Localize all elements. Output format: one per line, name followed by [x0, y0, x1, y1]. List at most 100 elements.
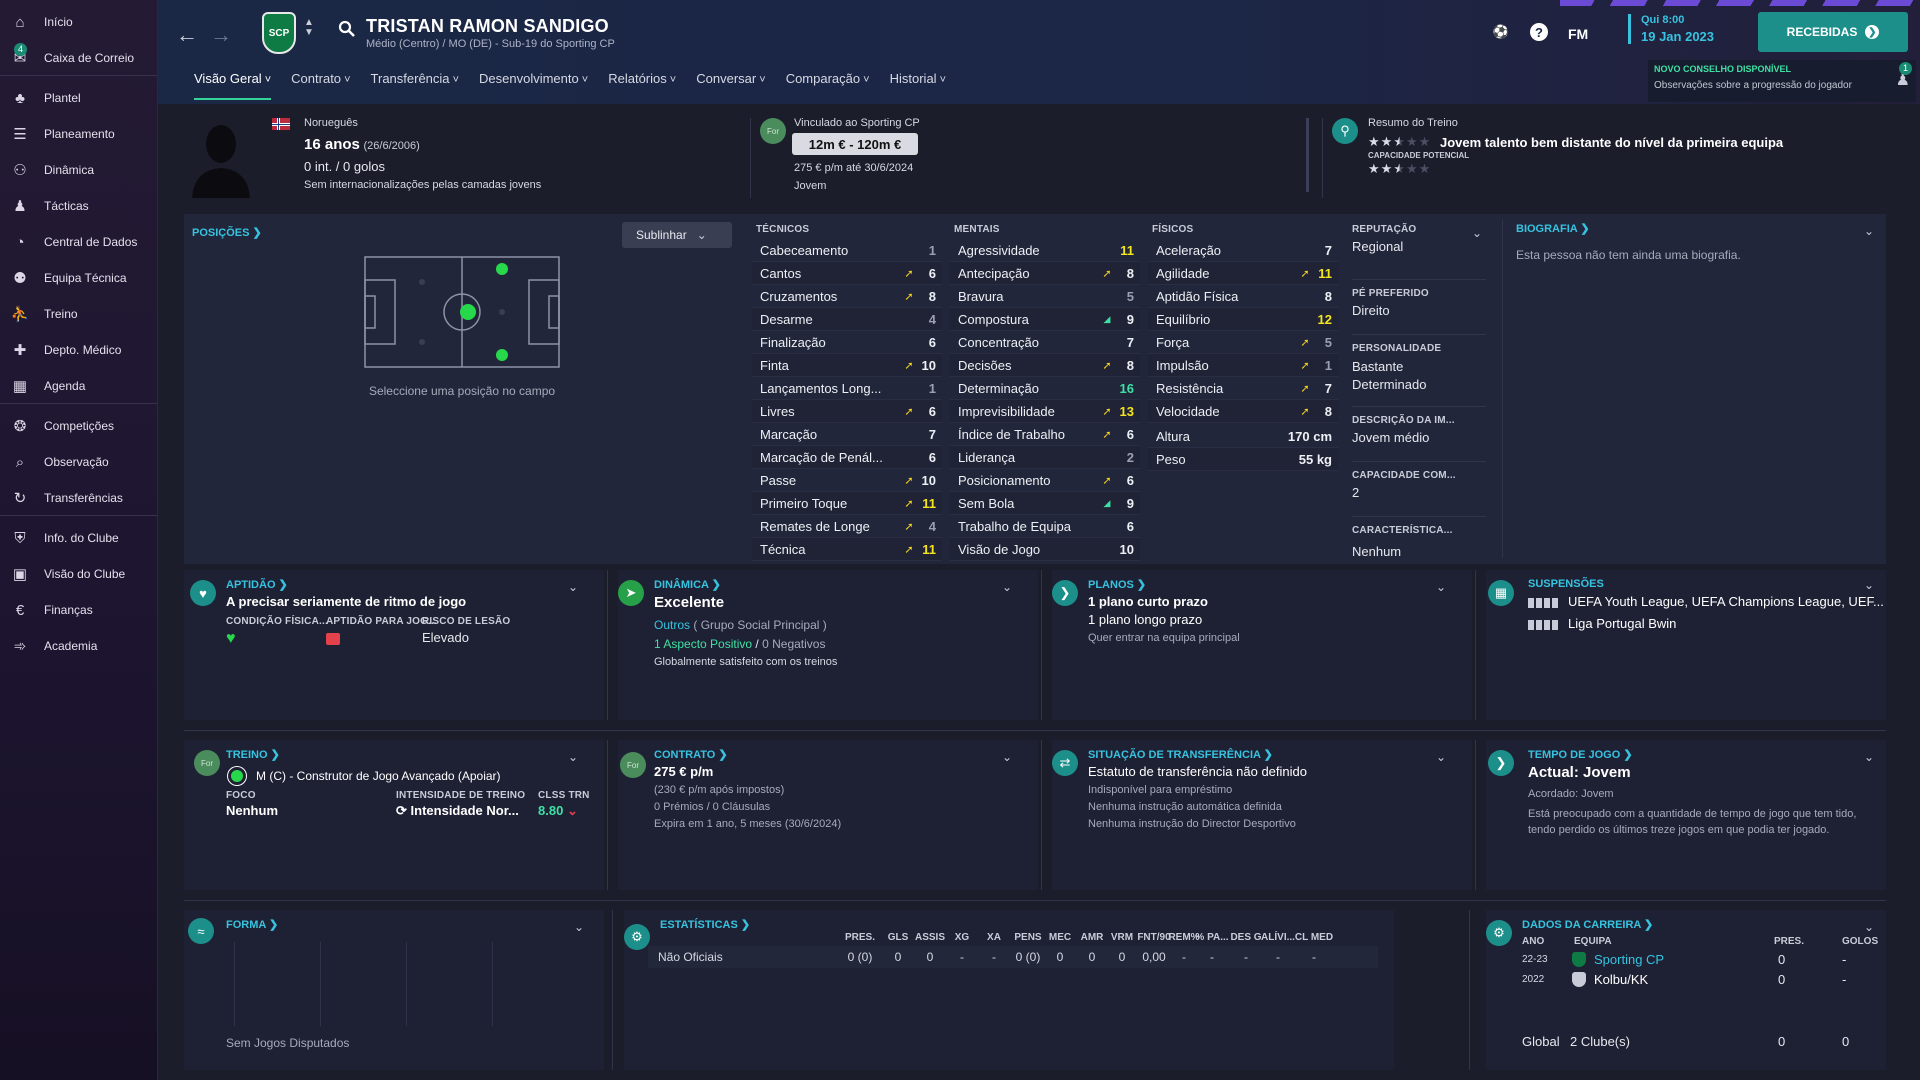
- attribute-row[interactable]: Resistência ➚ 7: [1148, 377, 1338, 400]
- transfer-status-link[interactable]: SITUAÇÃO DE TRANSFERÊNCIA ❯: [1088, 749, 1273, 761]
- tab-4[interactable]: Relatórios ˅: [598, 64, 686, 100]
- chevron-down-icon[interactable]: ⌄: [1436, 580, 1447, 594]
- attribute-row[interactable]: Liderança 2: [950, 446, 1140, 469]
- statistics-link[interactable]: ESTATÍSTICAS ❯: [660, 919, 751, 931]
- chevron-down-icon[interactable]: ⌄: [1864, 578, 1875, 592]
- nationality[interactable]: Norueguês: [304, 117, 358, 129]
- tab-2[interactable]: Transferência ˅: [361, 64, 469, 100]
- stats-column-header[interactable]: % PA...: [1195, 932, 1229, 943]
- attribute-row[interactable]: Índice de Trabalho ➚ 6: [950, 423, 1140, 446]
- chevron-down-icon[interactable]: ⌄: [1864, 920, 1875, 934]
- stats-column-header[interactable]: DES G: [1230, 932, 1262, 943]
- sidebar-item-transferencias[interactable]: ↻ Transferências: [0, 480, 157, 516]
- attribute-row[interactable]: Cruzamentos ➚ 8: [752, 285, 942, 308]
- sidebar-item-visao-do-clube[interactable]: ▣ Visão do Clube: [0, 556, 157, 592]
- attribute-row[interactable]: Desarme 4: [752, 308, 942, 331]
- attribute-row[interactable]: Primeiro Toque ➚ 11: [752, 492, 942, 515]
- sidebar-item-plantel[interactable]: ♣ Plantel: [0, 80, 157, 116]
- highlight-dropdown[interactable]: Sublinhar ⌄: [622, 222, 732, 248]
- attribute-row[interactable]: Imprevisibilidade ➚ 13: [950, 400, 1140, 423]
- attribute-row[interactable]: Aptidão Física 8: [1148, 285, 1338, 308]
- chevron-down-icon[interactable]: ⌄: [1002, 750, 1013, 764]
- back-arrow-icon[interactable]: ←: [176, 22, 198, 47]
- stats-column-header[interactable]: XA: [987, 932, 1001, 943]
- attribute-row[interactable]: Técnica ➚ 11: [752, 538, 942, 561]
- attribute-row[interactable]: Sem Bola ◢ 9: [950, 492, 1140, 515]
- stats-column-header[interactable]: CL MED: [1294, 932, 1334, 943]
- attribute-row[interactable]: Bravura 5: [950, 285, 1140, 308]
- training-summary-title[interactable]: Resumo do Treino: [1368, 117, 1458, 129]
- attribute-row[interactable]: Posicionamento ➚ 6: [950, 469, 1140, 492]
- attribute-row[interactable]: Força ➚ 5: [1148, 331, 1338, 354]
- club-crest[interactable]: SCP: [262, 12, 296, 54]
- attribute-row[interactable]: Velocidade ➚ 8: [1148, 400, 1338, 423]
- tab-6[interactable]: Comparação ˅: [776, 64, 880, 100]
- attribute-row[interactable]: Equilíbrio 12: [1148, 308, 1338, 331]
- stats-column-header[interactable]: PENS: [1014, 932, 1042, 943]
- chevron-down-icon[interactable]: ⌄: [574, 920, 585, 934]
- contract-link[interactable]: CONTRATO ❯: [654, 749, 728, 761]
- forward-arrow-icon[interactable]: →: [210, 22, 232, 47]
- sidebar-item-tacticas[interactable]: ♟ Tácticas: [0, 188, 157, 224]
- stats-row[interactable]: Não Oficiais: [648, 946, 1378, 968]
- tab-7[interactable]: Historial ˅: [880, 64, 956, 100]
- attribute-row[interactable]: Concentração 7: [950, 331, 1140, 354]
- game-date[interactable]: Qui 8:00 19 Jan 2023: [1628, 14, 1714, 44]
- chevron-down-icon[interactable]: ⌄: [1002, 580, 1013, 594]
- received-button[interactable]: RECEBIDAS ❯: [1758, 12, 1908, 52]
- pitch[interactable]: [364, 256, 560, 368]
- sidebar-item-financas[interactable]: € Finanças: [0, 592, 157, 628]
- sidebar-item-dinamica[interactable]: ⚇ Dinâmica: [0, 152, 157, 188]
- stats-column-header[interactable]: AMR: [1080, 932, 1104, 943]
- advice-notification[interactable]: NOVO CONSELHO DISPONÍVEL Observações sob…: [1648, 60, 1916, 102]
- search-icon[interactable]: [338, 20, 355, 37]
- attribute-row[interactable]: Lançamentos Long... 1: [752, 377, 942, 400]
- intensity[interactable]: ⟳ Intensidade Nor...: [396, 803, 519, 819]
- chevron-down-icon[interactable]: ⌄: [568, 750, 579, 764]
- sidebar-item-inicio[interactable]: ⌂ Início: [0, 4, 157, 40]
- attribute-row[interactable]: Agressividade 11: [950, 239, 1140, 262]
- form-link[interactable]: FORMA ❯: [226, 919, 279, 931]
- sidebar-item-central-de-dados[interactable]: ◔ Central de Dados: [0, 224, 157, 260]
- attribute-row[interactable]: Finta ➚ 10: [752, 354, 942, 377]
- attribute-row[interactable]: Marcação 7: [752, 423, 942, 446]
- chevron-down-icon[interactable]: ⌄: [568, 580, 579, 594]
- stats-column-header[interactable]: ASSIS: [914, 932, 945, 943]
- career-row[interactable]: 2022 Kolbu/KK 0 -: [1486, 970, 1886, 990]
- career-link[interactable]: DADOS DA CARREIRA ❯: [1522, 919, 1654, 931]
- stats-column-header[interactable]: REM%: [1168, 932, 1200, 943]
- chevron-down-icon[interactable]: ⌄: [1436, 750, 1447, 764]
- attribute-row[interactable]: Finalização 6: [752, 331, 942, 354]
- attribute-row[interactable]: Remates de Longe ➚ 4: [752, 515, 942, 538]
- help-icon[interactable]: ?: [1530, 23, 1548, 41]
- plans-link[interactable]: PLANOS ❯: [1088, 579, 1147, 591]
- stats-column-header[interactable]: FNT/90: [1137, 932, 1171, 943]
- stats-column-header[interactable]: MEC: [1048, 932, 1072, 943]
- chevron-down-icon[interactable]: ⌄: [1864, 224, 1875, 238]
- attribute-row[interactable]: Compostura ◢ 9: [950, 308, 1140, 331]
- positions-link[interactable]: POSIÇÕES ❯: [192, 227, 262, 239]
- sidebar-item-caixa-de-correio[interactable]: ✉ 4 Caixa de Correio: [0, 40, 157, 76]
- attribute-row[interactable]: Agilidade ➚ 11: [1148, 262, 1338, 285]
- fitness-link[interactable]: APTIDÃO ❯: [226, 579, 288, 591]
- attribute-row[interactable]: Antecipação ➚ 8: [950, 262, 1140, 285]
- attribute-row[interactable]: Livres ➚ 6: [752, 400, 942, 423]
- contract-club[interactable]: Vinculado ao Sporting CP: [794, 117, 920, 129]
- tab-1[interactable]: Contrato ˅: [281, 64, 360, 100]
- tab-5[interactable]: Conversar ˅: [686, 64, 775, 100]
- stats-column-header[interactable]: VRM: [1110, 932, 1134, 943]
- playing-time-link[interactable]: TEMPO DE JOGO ❯: [1528, 749, 1633, 761]
- suspensions-link[interactable]: SUSPENSÕES: [1528, 578, 1604, 590]
- positives[interactable]: 1 Aspecto Positivo: [654, 637, 753, 651]
- attribute-row[interactable]: Marcação de Penál... 6: [752, 446, 942, 469]
- tab-3[interactable]: Desenvolvimento ˅: [469, 64, 598, 100]
- stats-column-header[interactable]: GLS: [887, 932, 909, 943]
- sidebar-item-academia[interactable]: ➾ Academia: [0, 628, 157, 664]
- attribute-row[interactable]: Trabalho de Equipa 6: [950, 515, 1140, 538]
- career-team[interactable]: Sporting CP: [1594, 952, 1665, 967]
- attribute-row[interactable]: Passe ➚ 10: [752, 469, 942, 492]
- sidebar-item-planeamento[interactable]: ☰ Planeamento: [0, 116, 157, 152]
- ball-icon[interactable]: ⚽: [1492, 24, 1510, 39]
- attribute-row[interactable]: Determinação 16: [950, 377, 1140, 400]
- stats-column-header[interactable]: ALÍVI...: [1261, 932, 1295, 943]
